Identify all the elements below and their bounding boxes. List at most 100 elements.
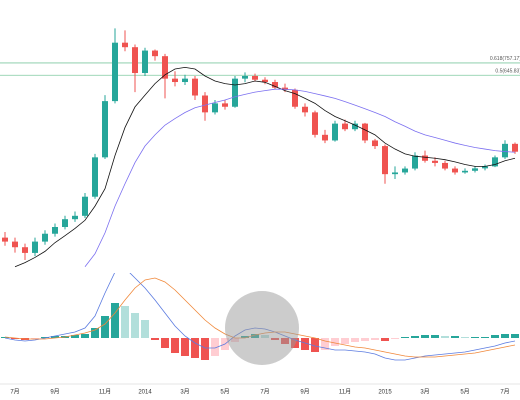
candle-body bbox=[272, 82, 278, 88]
candle-body bbox=[282, 87, 288, 90]
candle-body bbox=[292, 89, 298, 107]
histogram-bar bbox=[1, 337, 9, 338]
candle-body bbox=[362, 123, 368, 141]
histogram-bar bbox=[211, 338, 219, 356]
candle-body bbox=[392, 172, 398, 175]
histogram-bar bbox=[31, 338, 39, 339]
histogram-bar bbox=[41, 337, 49, 338]
histogram-bar bbox=[11, 338, 19, 339]
candle-body bbox=[332, 123, 338, 141]
histogram-bar bbox=[321, 338, 329, 350]
histogram-bar bbox=[91, 328, 99, 338]
candle-body bbox=[472, 168, 478, 171]
histogram-bar bbox=[431, 335, 439, 338]
histogram-bar bbox=[441, 336, 449, 338]
candle-body bbox=[102, 101, 108, 158]
candle-body bbox=[252, 75, 258, 80]
candle-body bbox=[82, 196, 88, 216]
histogram-bar bbox=[311, 338, 319, 352]
candle-body bbox=[242, 75, 248, 79]
candle-body bbox=[262, 79, 268, 83]
histogram-bar bbox=[301, 338, 309, 350]
histogram-bar bbox=[341, 338, 349, 344]
candle-body bbox=[432, 160, 438, 163]
histogram-bar bbox=[461, 337, 469, 338]
candle-body bbox=[92, 157, 98, 197]
x-tick-label: 5月 bbox=[460, 389, 469, 396]
candle-body bbox=[42, 233, 48, 242]
x-tick-label: 3月 bbox=[420, 389, 429, 396]
candle-body bbox=[442, 162, 448, 169]
candle-body bbox=[32, 241, 38, 253]
candle-body bbox=[152, 50, 158, 57]
x-tick-label: 11月 bbox=[99, 389, 111, 396]
histogram-bar bbox=[381, 338, 389, 341]
candle-body bbox=[112, 42, 118, 102]
histogram-bar bbox=[371, 338, 379, 340]
candle-body bbox=[72, 215, 78, 220]
histogram-bar bbox=[421, 335, 429, 338]
candle-body bbox=[372, 140, 378, 147]
x-tick-label: 9月 bbox=[300, 389, 309, 396]
candle-body bbox=[132, 47, 138, 74]
histogram-bar bbox=[411, 336, 419, 338]
histogram-bar bbox=[51, 336, 59, 338]
indicator-line bbox=[84, 88, 516, 267]
x-tick-label: 7月 bbox=[500, 389, 509, 396]
histogram-bar bbox=[181, 338, 189, 356]
histogram-bar bbox=[81, 334, 89, 338]
candle-body bbox=[322, 134, 328, 141]
candle-body bbox=[342, 123, 348, 130]
candle-body bbox=[122, 42, 128, 48]
candle-body bbox=[232, 78, 238, 107]
candle-body bbox=[452, 168, 458, 173]
histogram-bar bbox=[451, 336, 459, 338]
candle-body bbox=[2, 237, 8, 242]
candle-body bbox=[62, 219, 68, 228]
candle-body bbox=[52, 227, 58, 234]
candle-body bbox=[172, 78, 178, 83]
histogram-bar bbox=[471, 337, 479, 338]
histogram-bar bbox=[191, 338, 199, 358]
candle-body bbox=[422, 155, 428, 161]
fib-label: 0.618(757.17) bbox=[490, 56, 520, 62]
candle-body bbox=[492, 157, 498, 167]
histogram-bar bbox=[501, 334, 509, 338]
candle-body bbox=[512, 143, 518, 152]
histogram-bar bbox=[391, 338, 399, 339]
x-tick-label: 7月 bbox=[10, 389, 19, 396]
histogram-bar bbox=[401, 337, 409, 338]
histogram-bar bbox=[111, 303, 119, 338]
x-axis: 7月 9月 11月 2014 3月 5月 7月 9月 11月 2015 3月 5月 7月 bbox=[10, 389, 509, 396]
candle-body bbox=[222, 103, 228, 107]
x-tick-label: 7月 bbox=[260, 389, 269, 396]
candle-body bbox=[142, 50, 148, 74]
candle-body bbox=[182, 78, 188, 83]
candle-body bbox=[502, 143, 508, 158]
x-tick-label: 5月 bbox=[220, 389, 229, 396]
candle-body bbox=[402, 168, 408, 173]
price-panel: 0.618(757.17) 0.5(645.83) bbox=[0, 28, 520, 268]
histogram-bar bbox=[171, 338, 179, 353]
histogram-bar bbox=[361, 338, 369, 341]
candle-body bbox=[482, 166, 488, 169]
histogram-bar bbox=[101, 316, 109, 338]
candle-body bbox=[212, 103, 218, 113]
x-tick-label: 11月 bbox=[339, 389, 351, 396]
histogram-bar bbox=[351, 338, 359, 342]
histogram-bar bbox=[161, 338, 169, 348]
candle-body bbox=[202, 95, 208, 113]
histogram-bar bbox=[481, 337, 489, 338]
indicator-line bbox=[14, 66, 516, 268]
candle-body bbox=[382, 146, 388, 175]
fib-label: 0.5(645.83) bbox=[495, 69, 520, 75]
histogram-bar bbox=[141, 320, 149, 338]
histogram-bar bbox=[511, 334, 519, 338]
highlight-circle bbox=[225, 291, 299, 365]
histogram-bar bbox=[71, 335, 79, 338]
candle-body bbox=[22, 247, 28, 253]
histogram-bar bbox=[151, 338, 159, 340]
x-tick-label: 2015 bbox=[378, 390, 392, 396]
x-tick-label: 3月 bbox=[180, 389, 189, 396]
